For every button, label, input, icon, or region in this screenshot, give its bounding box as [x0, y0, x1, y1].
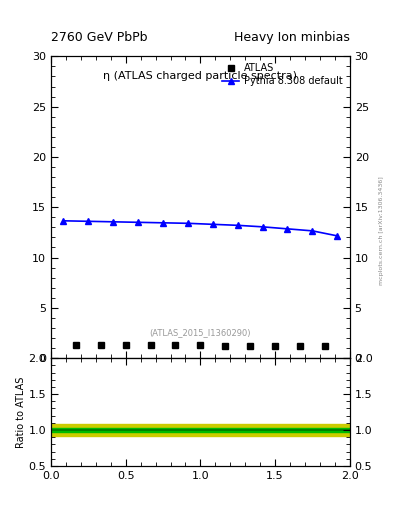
Pythia 8.308 default	[260, 224, 265, 230]
Pythia 8.308 default	[86, 218, 91, 224]
Pythia 8.308 default	[161, 220, 165, 226]
Pythia 8.308 default	[136, 219, 141, 225]
Pythia 8.308 default	[211, 221, 215, 227]
Pythia 8.308 default	[285, 226, 290, 232]
Line: Pythia 8.308 default: Pythia 8.308 default	[61, 218, 340, 239]
Pythia 8.308 default	[310, 228, 315, 234]
ATLAS	[99, 342, 103, 348]
ATLAS	[223, 343, 228, 349]
Pythia 8.308 default	[235, 222, 240, 228]
ATLAS	[198, 342, 203, 348]
Text: 2760 GeV PbPb: 2760 GeV PbPb	[51, 31, 148, 44]
Text: Heavy Ion minbias: Heavy Ion minbias	[234, 31, 350, 44]
Y-axis label: Ratio to ATLAS: Ratio to ATLAS	[16, 376, 26, 447]
Text: (ATLAS_2015_I1360290): (ATLAS_2015_I1360290)	[150, 328, 251, 337]
ATLAS	[273, 343, 277, 349]
ATLAS	[148, 342, 153, 348]
Pythia 8.308 default	[185, 220, 190, 226]
Text: η (ATLAS charged particle spectra): η (ATLAS charged particle spectra)	[103, 71, 298, 81]
ATLAS	[73, 342, 78, 348]
ATLAS	[248, 343, 253, 349]
Pythia 8.308 default	[335, 233, 340, 239]
Legend: ATLAS, Pythia 8.308 default: ATLAS, Pythia 8.308 default	[220, 61, 345, 88]
Line: ATLAS: ATLAS	[73, 342, 328, 349]
ATLAS	[323, 343, 327, 349]
Pythia 8.308 default	[111, 219, 116, 225]
Pythia 8.308 default	[61, 218, 66, 224]
ATLAS	[123, 342, 128, 348]
ATLAS	[298, 343, 302, 349]
Text: mcplots.cern.ch [arXiv:1306.3436]: mcplots.cern.ch [arXiv:1306.3436]	[379, 176, 384, 285]
ATLAS	[173, 342, 178, 348]
